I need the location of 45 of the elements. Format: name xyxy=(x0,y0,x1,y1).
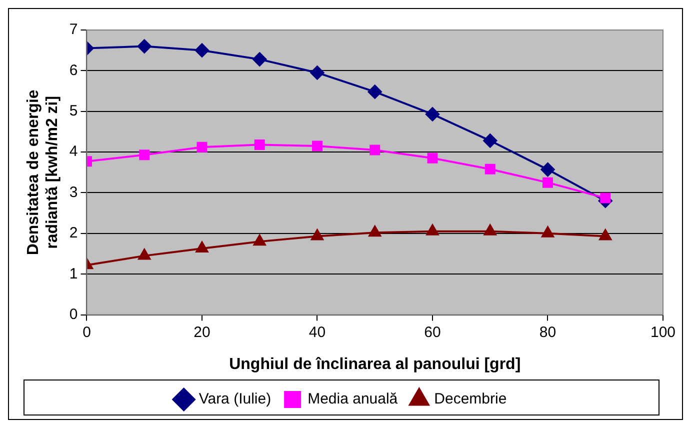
point xyxy=(312,140,322,152)
legend-label: Media anuală xyxy=(308,390,398,408)
point xyxy=(254,139,265,150)
y-tick-label: 2 xyxy=(69,224,78,242)
point xyxy=(427,152,438,164)
point xyxy=(599,229,612,240)
y-tick-label: 3 xyxy=(69,184,78,201)
point xyxy=(540,162,555,177)
point xyxy=(368,84,382,99)
x-tick-label: 0 xyxy=(82,324,91,341)
y-tick-label: 0 xyxy=(69,306,78,323)
point xyxy=(311,229,324,240)
point xyxy=(542,177,553,188)
y-tick-label: 1 xyxy=(69,265,78,282)
point xyxy=(137,39,152,54)
point xyxy=(484,164,496,174)
point xyxy=(368,226,382,237)
point xyxy=(600,192,611,204)
point xyxy=(483,134,498,148)
point xyxy=(542,226,554,238)
point xyxy=(425,107,440,122)
x-tick-label: 80 xyxy=(539,324,556,341)
point xyxy=(310,66,324,80)
y-axis-title: Densitatea de energie radiantă [kwh/m2 zi] xyxy=(25,90,62,256)
y-tick-label: 7 xyxy=(69,21,78,38)
x-tick-label: 40 xyxy=(308,324,326,341)
point xyxy=(426,224,439,236)
y-tick-label: 5 xyxy=(69,102,78,120)
point xyxy=(196,241,208,252)
point xyxy=(484,224,496,236)
point xyxy=(370,144,380,156)
point xyxy=(138,248,151,260)
point xyxy=(194,43,209,58)
y-tick-label: 4 xyxy=(69,143,78,160)
point xyxy=(253,234,266,246)
x-tick-label: 20 xyxy=(194,324,210,341)
x-tick-label: 100 xyxy=(650,324,676,341)
x-axis-title: Unghiul de înclinarea al panoului [grd] xyxy=(229,356,521,373)
legend-label: Decembrie xyxy=(434,390,507,408)
point xyxy=(252,52,267,66)
y-tick-label: 6 xyxy=(69,62,78,79)
point xyxy=(139,150,150,160)
legend-label: Vara (Iulie) xyxy=(198,390,272,408)
point xyxy=(196,142,208,152)
x-tick-label: 60 xyxy=(424,324,441,341)
